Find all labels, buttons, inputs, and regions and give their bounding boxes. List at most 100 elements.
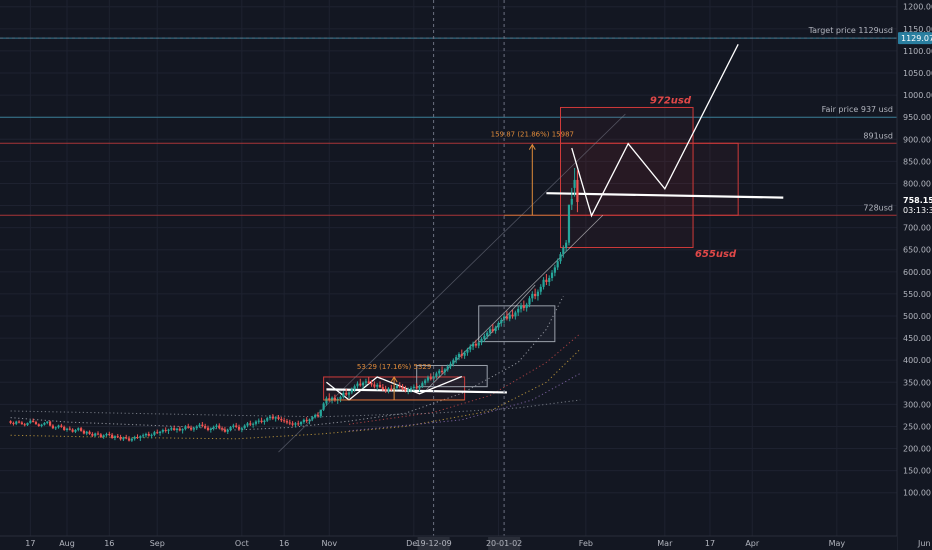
candle-body [421, 383, 424, 387]
candle-body [322, 403, 325, 410]
price-tick-label: 700.00 [903, 224, 931, 233]
price-tick-label: 500.00 [903, 312, 931, 321]
price-tick-label: 550.00 [903, 290, 931, 299]
candle-body [96, 433, 100, 435]
candle-body [17, 421, 21, 423]
candle-body [452, 360, 455, 364]
countdown-label: 03:13:32 [903, 206, 932, 215]
candle-body [136, 437, 139, 439]
candle-body [378, 384, 382, 388]
candle-body [57, 425, 60, 428]
candle-body [350, 389, 353, 393]
measure-label: 159.87 (21.86%) 15987 [491, 131, 574, 139]
candle-body [46, 421, 49, 423]
price-tick-label: 300.00 [903, 400, 931, 409]
candle-body [316, 414, 320, 417]
candle-body [508, 314, 511, 319]
candle-body [243, 425, 246, 429]
time-tick-label: Sep [150, 539, 165, 548]
candle-body [353, 386, 356, 390]
candle-body [347, 392, 351, 395]
candle-body [175, 428, 179, 430]
candle-body [48, 421, 52, 426]
candle-body [548, 278, 551, 282]
candle-body [65, 428, 69, 430]
rectangle-drawing[interactable] [478, 305, 556, 343]
candle-body [271, 416, 274, 419]
candle-body [80, 428, 83, 431]
candle-body [412, 386, 415, 389]
candle-body [474, 343, 477, 346]
candle-body [480, 338, 483, 343]
candle-body [497, 323, 500, 328]
crosshair-price-label: 1129.07 [901, 34, 932, 43]
trend-line-thin[interactable] [278, 113, 626, 453]
horizontal-levels[interactable]: Target price 1129usd Fair price 937 usd 89… [0, 26, 897, 216]
candle-body [15, 421, 18, 424]
candle-body [401, 387, 404, 389]
level-label: Target price 1129usd [808, 26, 893, 35]
candle-body [108, 433, 111, 435]
candle-body [457, 353, 461, 358]
candle-body [471, 343, 475, 347]
time-axis[interactable]: 17Aug16SepOct16NovDec16FebMar17AprMayJun… [0, 535, 931, 550]
candle-body [432, 376, 435, 380]
candle-body [398, 385, 401, 388]
rectangle-drawing[interactable] [560, 142, 739, 216]
candle-body [486, 332, 489, 336]
time-tick-label: Feb [579, 539, 593, 548]
time-tick-label: Mar [657, 539, 673, 548]
candle-body [102, 435, 105, 438]
candle-body [345, 392, 348, 395]
candle-body [302, 419, 305, 423]
candle-body [181, 429, 184, 431]
candle-body [477, 342, 480, 346]
candle-body [429, 377, 432, 380]
time-tick-label: 16 [279, 539, 289, 548]
candle-body [567, 204, 571, 243]
candle-body [34, 422, 38, 425]
candle-body [381, 387, 384, 389]
candle-body [291, 423, 294, 425]
support-line[interactable] [546, 192, 784, 199]
price-tick-label: 350.00 [903, 378, 931, 387]
moving-average-line [348, 333, 581, 425]
price-tick-label: 900.00 [903, 135, 931, 144]
candle-body [105, 433, 108, 436]
candle-body [144, 433, 148, 436]
crosshair-date-label: 20-01-02 [486, 539, 522, 548]
candle-body [246, 423, 249, 426]
current-price-label: 758.15 [903, 196, 932, 205]
candle-body [505, 316, 509, 319]
candle-body [466, 349, 469, 353]
candle-body [23, 424, 26, 426]
moving-average-line [10, 295, 564, 431]
support-line[interactable] [326, 388, 507, 394]
trend-line-thin[interactable] [424, 214, 604, 392]
candle-body [113, 436, 117, 438]
candle-body [71, 429, 74, 432]
projection-path[interactable] [326, 375, 463, 401]
box-bottom-price-label: 655usd [695, 249, 737, 260]
measure-arrow-head [528, 143, 536, 150]
trend-line-drawings[interactable] [278, 43, 784, 453]
candle-body [311, 417, 314, 420]
crosshair-date-badge [488, 537, 521, 550]
price-tick-label: 950.00 [903, 113, 931, 122]
candle-body [142, 435, 145, 437]
price-tick-label: 1150.00 [903, 25, 932, 34]
candle-body [178, 428, 181, 431]
candle-body [274, 417, 277, 419]
candle-body [491, 329, 494, 332]
rectangle-drawing[interactable] [416, 364, 488, 388]
candle-body [514, 312, 517, 317]
candle-body [20, 422, 23, 425]
candle-body [328, 398, 331, 400]
price-axis[interactable]: 1250.001200.001150.001100.001050.001000.… [896, 0, 932, 550]
candle-body [164, 429, 167, 431]
candle-body [531, 293, 534, 299]
candle-body [463, 352, 466, 356]
candle-body [536, 291, 540, 297]
